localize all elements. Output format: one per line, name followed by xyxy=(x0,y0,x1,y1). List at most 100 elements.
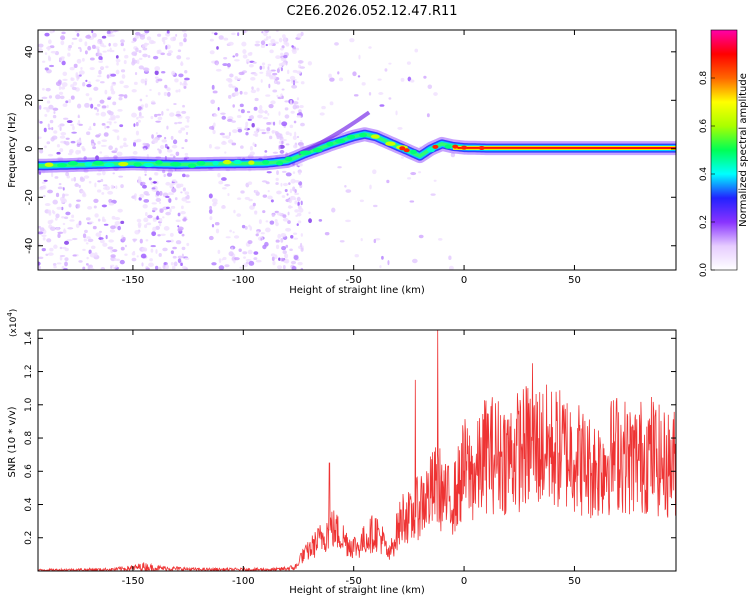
noise-speckle xyxy=(237,32,240,37)
noise-speckle xyxy=(231,247,234,250)
noise-speckle xyxy=(269,49,274,54)
noise-speckle xyxy=(47,39,52,45)
noise-speckle xyxy=(181,265,187,269)
noise-speckle xyxy=(249,145,253,151)
noise-speckle xyxy=(166,146,170,150)
noise-speckle xyxy=(236,213,242,217)
noise-speckle xyxy=(78,220,82,226)
noise-speckle xyxy=(180,191,183,194)
noise-speckle xyxy=(168,198,172,203)
noise-speckle xyxy=(67,227,74,230)
noise-speckle xyxy=(235,53,239,57)
noise-speckle xyxy=(171,144,178,149)
ridge-blob xyxy=(155,160,163,165)
noise-speckle xyxy=(90,103,94,109)
noise-speckle xyxy=(68,44,73,49)
noise-speckle xyxy=(279,257,285,262)
noise-speckle xyxy=(92,225,97,230)
noise-speckle xyxy=(44,52,48,55)
noise-speckle xyxy=(337,71,340,75)
noise-speckle xyxy=(401,156,404,159)
noise-speckle xyxy=(297,220,302,224)
noise-speckle xyxy=(181,147,185,150)
noise-speckle xyxy=(379,104,385,107)
noise-speckle xyxy=(92,146,97,150)
noise-speckle xyxy=(244,125,248,131)
noise-speckle xyxy=(285,244,289,248)
noise-speckle xyxy=(143,148,147,151)
noise-speckle xyxy=(110,254,116,258)
noise-speckle xyxy=(138,115,145,119)
noise-speckle xyxy=(124,244,127,248)
noise-speckle xyxy=(39,149,44,154)
noise-speckle xyxy=(134,31,141,36)
noise-speckle xyxy=(160,70,166,74)
noise-speckle xyxy=(65,172,70,177)
noise-speckle xyxy=(293,120,297,124)
noise-speckle xyxy=(252,133,258,137)
noise-speckle xyxy=(90,245,96,250)
noise-speckle xyxy=(297,60,304,64)
noise-speckle xyxy=(276,94,279,98)
noise-speckle xyxy=(173,155,176,158)
noise-speckle xyxy=(216,46,219,50)
noise-speckle xyxy=(38,265,41,270)
noise-speckle xyxy=(294,131,297,137)
noise-speckle xyxy=(400,77,405,82)
noise-speckle xyxy=(110,85,114,91)
noise-speckle xyxy=(174,78,179,83)
noise-speckle xyxy=(279,133,283,139)
noise-speckle xyxy=(281,45,285,49)
noise-speckle xyxy=(251,86,254,90)
noise-speckle xyxy=(140,104,144,108)
noise-speckle xyxy=(272,260,276,266)
noise-speckle xyxy=(263,30,270,33)
noise-speckle xyxy=(215,68,222,72)
noise-speckle xyxy=(270,69,276,72)
noise-speckle xyxy=(109,47,112,53)
noise-speckle xyxy=(157,78,163,82)
noise-speckle xyxy=(67,52,71,57)
noise-speckle xyxy=(110,184,115,190)
noise-speckle xyxy=(54,217,58,221)
noise-speckle xyxy=(116,61,119,66)
ridge-blob xyxy=(284,156,293,162)
noise-speckle xyxy=(286,79,291,82)
noise-speckle xyxy=(95,112,100,116)
noise-speckle xyxy=(243,256,246,259)
noise-speckle xyxy=(211,31,214,35)
noise-speckle xyxy=(88,267,95,270)
noise-speckle xyxy=(224,183,231,187)
noise-speckle xyxy=(56,262,62,265)
noise-speckle xyxy=(63,117,69,120)
noise-speckle xyxy=(290,195,296,201)
noise-speckle xyxy=(172,139,178,145)
noise-speckle xyxy=(227,139,234,144)
noise-speckle xyxy=(120,184,124,189)
noise-speckle xyxy=(245,261,249,265)
noise-speckle xyxy=(70,77,73,81)
noise-speckle xyxy=(120,69,126,73)
noise-speckle xyxy=(183,80,187,85)
noise-speckle xyxy=(104,124,107,130)
noise-speckle xyxy=(281,121,288,127)
noise-speckle xyxy=(91,44,96,49)
noise-speckle xyxy=(169,153,174,157)
noise-speckle xyxy=(180,205,184,210)
noise-speckle xyxy=(156,134,162,138)
noise-speckle xyxy=(258,105,263,110)
noise-speckle xyxy=(158,266,162,270)
y-tick-label: 0 xyxy=(24,146,35,152)
noise-speckle xyxy=(72,254,77,257)
noise-speckle xyxy=(337,166,342,169)
noise-speckle xyxy=(48,56,52,62)
noise-speckle xyxy=(209,50,215,55)
noise-speckle xyxy=(105,234,108,240)
ridge-blob xyxy=(346,134,356,140)
noise-speckle xyxy=(228,83,233,88)
noise-speckle xyxy=(141,247,148,252)
noise-speckle xyxy=(222,135,228,139)
ridge-blob xyxy=(444,144,452,149)
x-tick-label: 50 xyxy=(568,576,581,587)
noise-speckle xyxy=(120,42,124,47)
